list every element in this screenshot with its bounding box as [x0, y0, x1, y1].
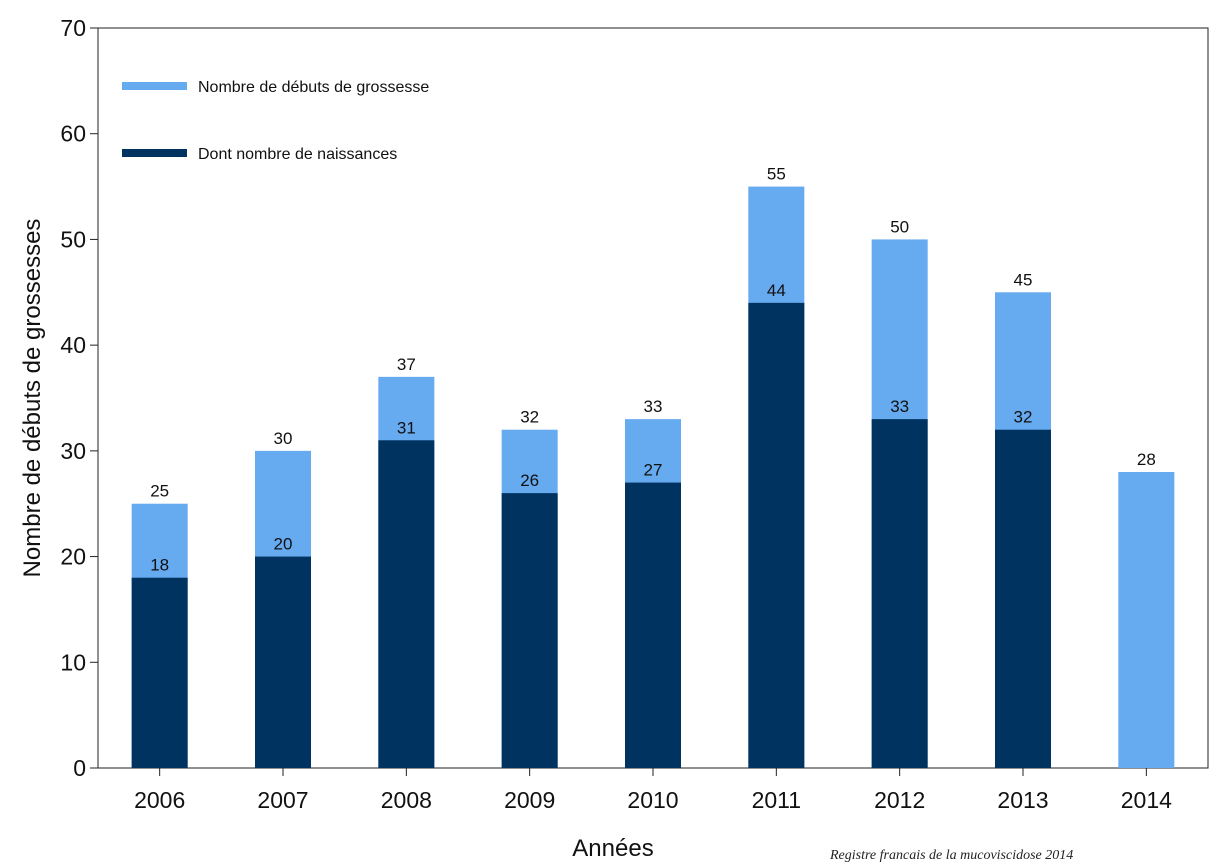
bar-births-2012	[871, 419, 928, 768]
legend-label-pregnancies: Nombre de débuts de grossesse	[198, 79, 429, 96]
bar-label-births-2011: 44	[767, 281, 786, 300]
x-tick-label-2006: 2006	[134, 787, 185, 813]
bar-label-births-2007: 20	[274, 535, 293, 554]
x-tick-label-2010: 2010	[627, 787, 678, 813]
y-tick-label: 70	[60, 15, 86, 41]
bar-label-total-2014: 28	[1137, 450, 1156, 469]
x-tick-label-2012: 2012	[874, 787, 925, 813]
x-tick-label-2007: 2007	[257, 787, 308, 813]
y-tick-label: 10	[60, 649, 86, 675]
y-tick-label: 60	[60, 121, 86, 147]
bar-label-births-2012: 33	[890, 397, 909, 416]
x-tick-label-2013: 2013	[997, 787, 1048, 813]
bar-label-births-2009: 26	[520, 471, 539, 490]
x-tick-label-2008: 2008	[381, 787, 432, 813]
y-tick-label: 20	[60, 544, 86, 570]
bar-label-total-2006: 25	[150, 482, 169, 501]
bar-label-total-2011: 55	[767, 165, 786, 184]
bar-births-2007	[255, 556, 311, 768]
x-tick-label-2014: 2014	[1121, 787, 1172, 813]
y-axis-title: Nombre de débuts de grossesses	[19, 219, 46, 578]
legend-label-births: Dont nombre de naissances	[198, 146, 397, 163]
bar-births-2013	[995, 429, 1051, 768]
bar-label-total-2010: 33	[644, 397, 663, 416]
bar-label-births-2013: 32	[1014, 408, 1033, 427]
bar-label-total-2007: 30	[274, 429, 293, 448]
bar-label-total-2012: 50	[890, 217, 909, 236]
legend: Nombre de débuts de grossesse Dont nombre…	[122, 79, 429, 163]
x-axis-title: Années	[572, 835, 653, 862]
bar-label-births-2006: 18	[150, 556, 169, 575]
x-axis: 2006 2007 2008 2009 2010 2011 2012 2013 2014	[134, 768, 1172, 813]
bar-label-births-2008: 31	[397, 418, 416, 437]
y-tick-label: 30	[60, 438, 86, 464]
y-tick-label: 0	[73, 755, 86, 781]
bar-label-total-2013: 45	[1014, 270, 1033, 289]
y-tick-label: 40	[60, 332, 86, 358]
bar-births-2010	[625, 482, 681, 768]
x-tick-label-2009: 2009	[504, 787, 555, 813]
bar-label-total-2008: 37	[397, 355, 416, 374]
bar-label-births-2010: 27	[644, 461, 663, 480]
y-axis: 0 10 20 30 40 50 60 70	[60, 15, 98, 781]
bar-labels: 25 18 30 20 37 31 32 26 33 27 55 44 50 33 45 32 28	[150, 165, 1156, 575]
bar-total-2014	[1118, 472, 1175, 768]
y-tick-label: 50	[60, 226, 86, 252]
bar-label-total-2009: 32	[520, 408, 539, 427]
bar-births-2009	[501, 493, 558, 768]
bar-births-2008	[378, 440, 435, 768]
bars	[131, 186, 1175, 769]
bar-births-2011	[748, 302, 805, 768]
x-tick-label-2011: 2011	[752, 787, 801, 813]
source-note: Registre francais de la mucoviscidose 20…	[830, 848, 1074, 863]
bar-births-2006	[131, 577, 188, 768]
